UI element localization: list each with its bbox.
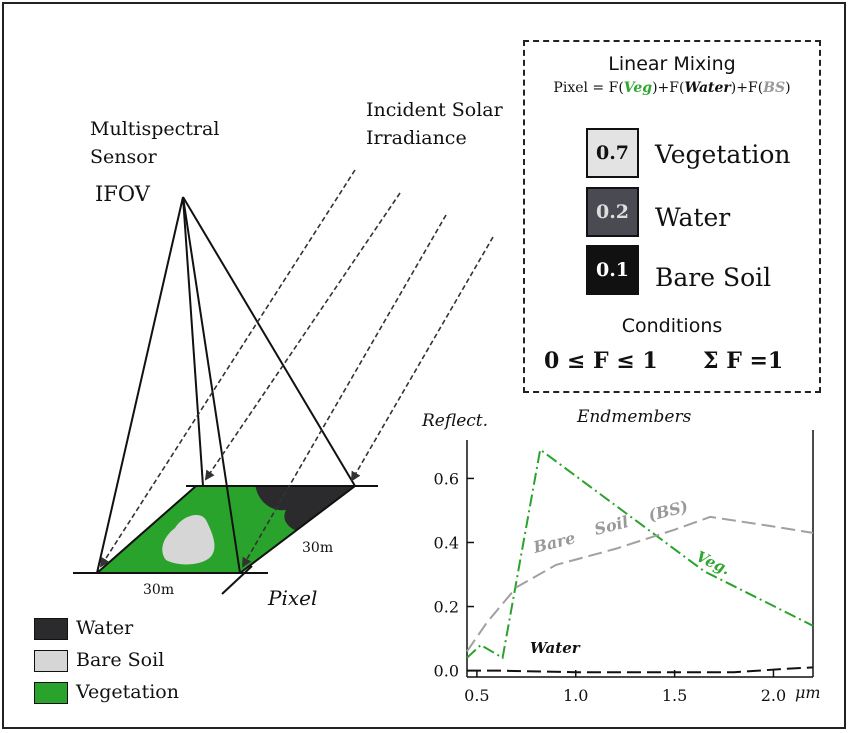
ifov-cone bbox=[96, 196, 356, 574]
water-area bbox=[255, 486, 355, 532]
endmembers-chart: 0.00.20.40.60.5 1.0 1.5 2.0 Veg. Bare Soil … bbox=[434, 430, 814, 705]
x-tick-label: 2.0 bbox=[761, 686, 786, 705]
equation-plus-2: )+F( bbox=[730, 80, 764, 96]
equation-water: Water bbox=[684, 80, 731, 96]
ground-line-side bbox=[221, 565, 253, 595]
series-label-water: Water bbox=[530, 639, 581, 657]
y-tick-label: 0.0 bbox=[434, 662, 459, 681]
sensor-label-line1: Multispectral bbox=[90, 118, 220, 140]
sensor-label-line2: Sensor bbox=[90, 146, 157, 168]
chart-title: Endmembers bbox=[577, 407, 692, 427]
series-line-bare-soil bbox=[466, 515, 814, 652]
linear-mixing-box: Linear Mixing Pixel = F(Veg)+F(Water)+F(… bbox=[523, 40, 821, 393]
legend-water-label: Water bbox=[76, 617, 134, 639]
x-tick-label: 0.5 bbox=[464, 686, 489, 705]
series-line-vegetation bbox=[466, 447, 814, 660]
vegetation-fraction-label: Vegetation bbox=[655, 140, 791, 169]
legend-water-swatch bbox=[34, 618, 68, 640]
bare-soil-fraction-swatch: 0.1 bbox=[586, 245, 639, 295]
equation-prefix: Pixel = F( bbox=[553, 80, 624, 96]
series-line-water bbox=[467, 666, 814, 674]
conditions-title: Conditions bbox=[621, 315, 723, 337]
equation-suffix: ) bbox=[785, 80, 791, 96]
y-tick-label: 0.6 bbox=[434, 469, 459, 488]
mixing-equation: Pixel = F(Veg)+F(Water)+F(BS) bbox=[525, 80, 819, 96]
series-label-veg: Veg. bbox=[693, 547, 733, 578]
series-label-bare: Bare bbox=[530, 528, 577, 557]
pixel-footprint bbox=[97, 486, 355, 573]
solar-label-line1: Incident Solar bbox=[366, 99, 503, 121]
legend-bare-soil-swatch bbox=[34, 650, 68, 672]
legend-vegetation-label: Vegetation bbox=[76, 681, 179, 703]
y-tick-label: 0.2 bbox=[434, 598, 459, 617]
vegetation-fraction-swatch: 0.7 bbox=[586, 128, 639, 178]
solar-label-line2: Irradiance bbox=[366, 127, 467, 149]
solar-rays bbox=[99, 169, 494, 568]
pixel-label: Pixel bbox=[268, 586, 318, 610]
bare-soil-area bbox=[162, 514, 215, 565]
equation-plus-1: )+F( bbox=[652, 80, 685, 96]
dimension-bottom: 30m bbox=[143, 582, 175, 598]
y-tick-label: 0.4 bbox=[434, 533, 459, 552]
dimension-side: 30m bbox=[302, 540, 334, 556]
chart-x-unit: μm bbox=[795, 683, 821, 702]
series-label-soil: Soil bbox=[592, 512, 630, 539]
equation-veg: Veg bbox=[623, 80, 653, 96]
series-label-bs: (BS) bbox=[646, 497, 690, 525]
x-tick-label: 1.5 bbox=[662, 686, 687, 705]
legend-bare-soil-label: Bare Soil bbox=[76, 649, 165, 671]
x-tick-label: 1.0 bbox=[563, 686, 588, 705]
bare-soil-fraction-label: Bare Soil bbox=[655, 263, 772, 292]
chart-y-label: Reflect. bbox=[422, 411, 489, 431]
condition-sum: Σ F =1 bbox=[703, 348, 784, 374]
legend-vegetation-swatch bbox=[34, 682, 68, 704]
ifov-label: IFOV bbox=[95, 182, 150, 206]
water-fraction-swatch: 0.2 bbox=[586, 187, 639, 237]
water-fraction-label: Water bbox=[655, 203, 731, 232]
equation-bs: BS bbox=[763, 80, 786, 96]
condition-range: 0 ≤ F ≤ 1 bbox=[544, 348, 658, 374]
linear-mixing-title: Linear Mixing bbox=[608, 53, 736, 75]
